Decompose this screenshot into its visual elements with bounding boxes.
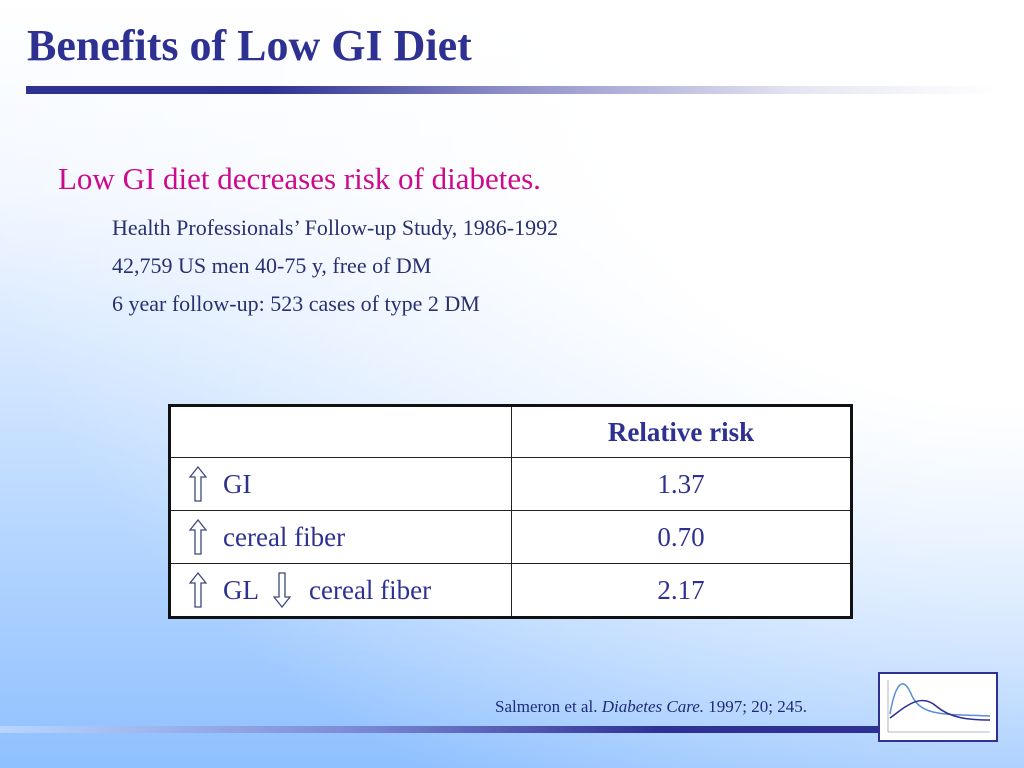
study-followup-line: 6 year follow-up: 523 cases of type 2 DM (112, 291, 480, 316)
glucose-curve-logo (878, 672, 998, 742)
up-arrow-icon (189, 519, 207, 555)
glucose-curve-icon (887, 680, 991, 733)
table-cell-factor: cereal fiber (169, 510, 512, 564)
factor-label: GL (223, 574, 259, 605)
study-name-line: Health Professionals’ Follow-up Study, 1… (112, 215, 559, 240)
table-header-row: Relative risk (169, 405, 852, 458)
slide-title: Benefits of Low GI Diet (27, 21, 472, 70)
down-arrow-icon (273, 572, 291, 608)
up-arrow-icon (189, 466, 207, 502)
footer-rule (0, 726, 878, 733)
table-row: GI 1.37 (169, 457, 852, 511)
table-header-relative-risk: Relative risk (511, 405, 852, 458)
relative-risk-value: 1.37 (511, 457, 852, 511)
relative-risk-value: 0.70 (511, 510, 852, 564)
citation-reference: 1997; 20; 245. (708, 697, 807, 716)
title-underline (26, 86, 996, 94)
up-arrow-icon (189, 572, 207, 608)
table-cell-factor: GI (169, 457, 512, 511)
table-cell-factor: GL cereal fiber (169, 563, 512, 618)
table-row: GL cereal fiber 2.17 (169, 563, 852, 618)
main-point: Low GI diet decreases risk of diabetes. (58, 161, 541, 196)
factor-label: GI (223, 468, 252, 499)
table-row: cereal fiber 0.70 (169, 510, 852, 564)
factor-label: cereal fiber (223, 521, 346, 552)
factor-label: cereal fiber (309, 574, 432, 605)
table-header-empty (169, 405, 512, 458)
study-population-line: 42,759 US men 40-75 y, free of DM (112, 253, 432, 278)
relative-risk-value: 2.17 (511, 563, 852, 618)
citation-journal: Diabetes Care. (601, 697, 705, 716)
citation-authors: Salmeron et al. (495, 697, 598, 716)
relative-risk-table: Relative risk GI 1.37 cereal fiber 0.70 (168, 404, 853, 619)
citation: Salmeron et al. Diabetes Care. 1997; 20;… (495, 697, 807, 717)
